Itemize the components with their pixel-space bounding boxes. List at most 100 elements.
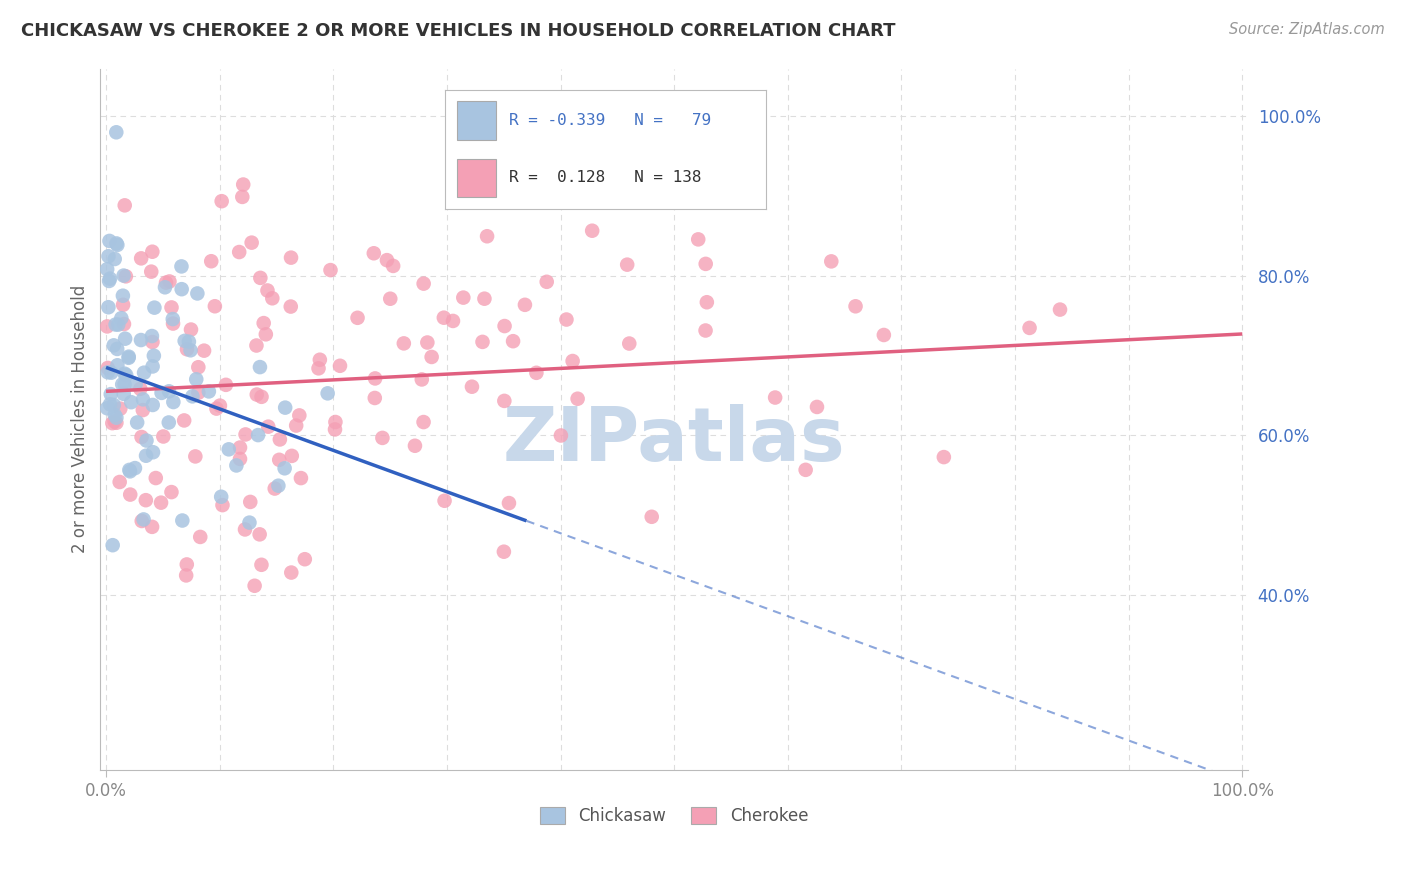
Point: [105, 125, 128, 139]
Point: [104, 252, 127, 266]
Point: [112, 298, 135, 312]
Point: [498, 496, 520, 510]
Point: [820, 254, 842, 268]
Point: [641, 509, 664, 524]
Point: [170, 260, 193, 274]
Point: [117, 351, 139, 365]
Point: [218, 442, 240, 457]
Point: [844, 299, 866, 313]
Point: [150, 385, 173, 400]
Point: [132, 512, 155, 526]
Point: [187, 385, 209, 400]
Point: [257, 419, 280, 434]
Point: [245, 338, 267, 352]
Point: [364, 391, 387, 405]
Point: [763, 391, 786, 405]
Point: [229, 441, 252, 455]
Point: [105, 236, 128, 251]
Point: [186, 286, 208, 301]
Point: [474, 292, 496, 306]
Point: [280, 566, 302, 580]
Point: [157, 416, 180, 430]
Point: [96, 401, 118, 416]
Point: [280, 251, 302, 265]
Point: [247, 428, 270, 442]
Point: [319, 263, 342, 277]
Point: [170, 282, 193, 296]
Point: [254, 327, 277, 342]
Point: [104, 414, 127, 428]
Point: [316, 386, 339, 401]
Point: [98, 274, 121, 288]
Point: [323, 422, 346, 436]
Point: [211, 498, 233, 512]
Point: [325, 415, 347, 429]
Point: [129, 252, 152, 266]
Point: [129, 333, 152, 347]
Point: [97, 300, 120, 314]
Point: [346, 310, 368, 325]
Point: [181, 389, 204, 403]
Point: [124, 461, 146, 475]
Point: [249, 360, 271, 375]
Point: [101, 538, 124, 552]
Point: [794, 463, 817, 477]
Point: [441, 314, 464, 328]
Point: [238, 516, 260, 530]
Point: [108, 475, 131, 489]
Point: [411, 372, 433, 386]
Point: [97, 249, 120, 263]
Point: [97, 365, 120, 379]
Point: [96, 262, 118, 277]
Point: [173, 413, 195, 427]
Point: [177, 334, 200, 349]
Point: [253, 316, 276, 330]
Point: [240, 235, 263, 250]
Point: [98, 271, 121, 285]
Point: [329, 359, 352, 373]
Point: [229, 451, 252, 466]
Point: [285, 418, 308, 433]
Point: [695, 324, 717, 338]
Point: [141, 244, 163, 259]
Point: [561, 354, 583, 368]
Point: [96, 319, 118, 334]
Point: [193, 343, 215, 358]
Point: [143, 301, 166, 315]
Point: [932, 450, 955, 464]
Point: [98, 234, 121, 248]
Point: [475, 229, 498, 244]
Point: [494, 319, 516, 334]
Point: [100, 366, 122, 380]
Point: [1049, 302, 1071, 317]
Point: [433, 493, 456, 508]
Point: [180, 343, 202, 358]
Point: [233, 523, 256, 537]
Point: [101, 416, 124, 430]
Point: [105, 416, 128, 430]
Point: [176, 343, 198, 357]
Point: [471, 334, 494, 349]
Point: [115, 269, 138, 284]
Point: [873, 328, 896, 343]
Point: [118, 463, 141, 477]
Point: [494, 393, 516, 408]
Point: [145, 471, 167, 485]
Point: [135, 493, 157, 508]
Point: [416, 335, 439, 350]
Point: [619, 336, 641, 351]
Point: [198, 384, 221, 399]
Point: [174, 568, 197, 582]
Point: [141, 520, 163, 534]
Point: [502, 334, 524, 348]
Point: [107, 318, 129, 332]
Point: [132, 403, 155, 417]
Point: [696, 295, 718, 310]
Point: [135, 449, 157, 463]
Point: [104, 318, 127, 332]
Point: [492, 545, 515, 559]
Point: [269, 452, 291, 467]
Point: [567, 392, 589, 406]
Point: [288, 409, 311, 423]
Point: [208, 399, 231, 413]
